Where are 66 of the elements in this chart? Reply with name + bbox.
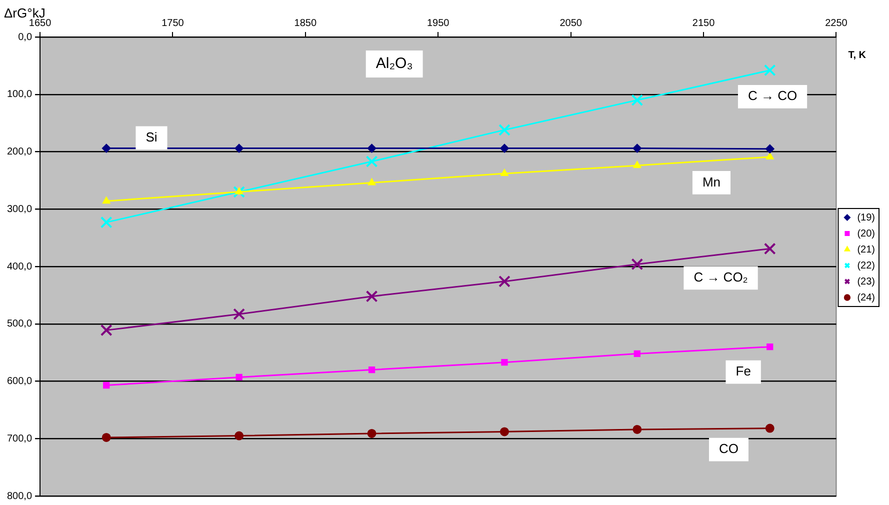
point (102, 432, 111, 442)
annotation: C → CO₂ (694, 270, 748, 285)
point (500, 144, 509, 153)
point (233, 186, 246, 198)
y-tick-label: 700,0 (6, 433, 32, 444)
y-tick-label: 800,0 (6, 490, 32, 502)
point (233, 308, 246, 320)
point (103, 382, 110, 389)
annotation: C → CO (748, 88, 798, 104)
legend-label: (21) (857, 244, 876, 256)
legend-label: (24) (857, 292, 876, 304)
point (766, 343, 774, 350)
point (367, 144, 376, 153)
point (500, 427, 509, 436)
y-tick-label: 400,0 (6, 261, 32, 272)
point (498, 275, 510, 288)
point (633, 161, 642, 168)
x-tick-label: 2150 (692, 18, 716, 29)
point (102, 144, 111, 153)
point (234, 431, 244, 440)
x-tick-label: 2050 (560, 18, 582, 29)
point (766, 152, 774, 160)
point (234, 144, 244, 153)
point (632, 424, 642, 434)
point (367, 428, 376, 438)
point (236, 374, 242, 381)
point (631, 94, 644, 106)
y-tick-label: 300,0 (6, 204, 32, 215)
point (368, 366, 376, 374)
legend-label: (19) (857, 212, 876, 224)
text: Al₂O₃ (376, 55, 413, 72)
point (765, 144, 774, 154)
legend-label: (22) (857, 260, 876, 272)
x-tick-label: 2250 (825, 18, 848, 29)
annotation: Mn (702, 174, 721, 190)
legend-label: (20) (857, 228, 876, 240)
point (235, 187, 244, 194)
y-tick-label: 600,0 (6, 376, 32, 387)
point (631, 258, 644, 270)
y-tick-label: 100,0 (6, 89, 32, 100)
point (501, 358, 508, 366)
point (632, 144, 642, 153)
point (100, 324, 112, 336)
point (764, 242, 776, 255)
point (764, 64, 776, 76)
y-tick-label: 500,0 (6, 318, 32, 330)
point (498, 124, 510, 136)
legend-label: (23) (857, 276, 876, 288)
point (366, 290, 378, 302)
point (500, 169, 508, 176)
x-tick-label: 1850 (294, 18, 317, 29)
x-tick-label: 1650 (28, 18, 52, 29)
point (765, 424, 774, 433)
x-tick-label: 1750 (162, 18, 184, 29)
y-tick-label: 200,0 (6, 146, 32, 158)
x-tick-label: 1950 (426, 18, 450, 29)
point (634, 350, 640, 358)
y-tick-label: 0,0 (18, 32, 32, 43)
point (368, 178, 376, 186)
annotation: Fe (736, 364, 751, 379)
point (102, 196, 110, 204)
point (366, 156, 378, 168)
annotation: Si (146, 130, 158, 145)
x-axis-title: T, K (848, 50, 867, 61)
annotation: CO (718, 441, 738, 456)
point (100, 216, 112, 228)
